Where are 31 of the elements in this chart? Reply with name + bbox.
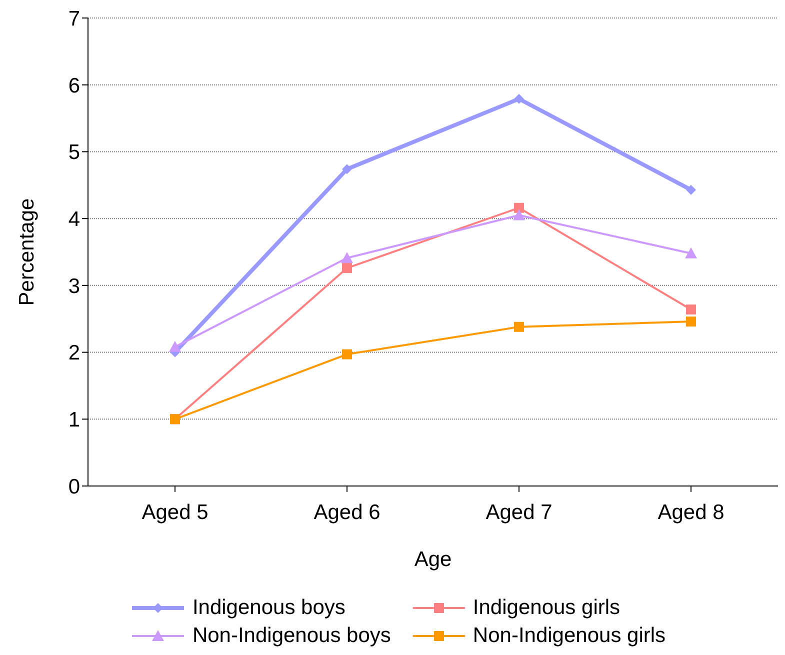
legend-label: Indigenous girls: [472, 596, 620, 620]
point: [514, 202, 524, 213]
y-tick-label: 2: [68, 342, 80, 365]
legend-label: Non-Indigenous boys: [192, 624, 391, 648]
point: [342, 164, 352, 174]
point: [686, 184, 696, 195]
y-tick-label: 4: [68, 208, 80, 232]
y-axis-title: Percentage: [15, 198, 38, 306]
point: [342, 263, 352, 274]
legend-label: Non-Indigenous girls: [472, 624, 666, 648]
y-tick-label: 6: [68, 74, 80, 98]
y-tick-label: 7: [68, 7, 80, 30]
x-tick-label: Aged 7: [486, 500, 552, 524]
y-tick-label: 3: [68, 274, 80, 298]
point: [686, 316, 696, 327]
x-tick-label: Aged 8: [658, 500, 724, 524]
point: [514, 322, 524, 332]
x-tick-label: Aged 5: [142, 500, 208, 524]
legend-label: Indigenous boys: [192, 596, 346, 620]
point: [686, 304, 696, 314]
point: [685, 247, 697, 258]
point: [513, 209, 525, 220]
point: [514, 94, 524, 104]
point: [342, 349, 352, 360]
point: [169, 340, 181, 352]
y-tick-label: 0: [68, 475, 80, 498]
x-tick-label: Aged 6: [314, 500, 380, 524]
x-axis-title: Age: [414, 548, 452, 571]
point: [341, 252, 353, 264]
y-tick-label: 5: [68, 141, 80, 164]
y-tick-label: 1: [68, 408, 80, 432]
